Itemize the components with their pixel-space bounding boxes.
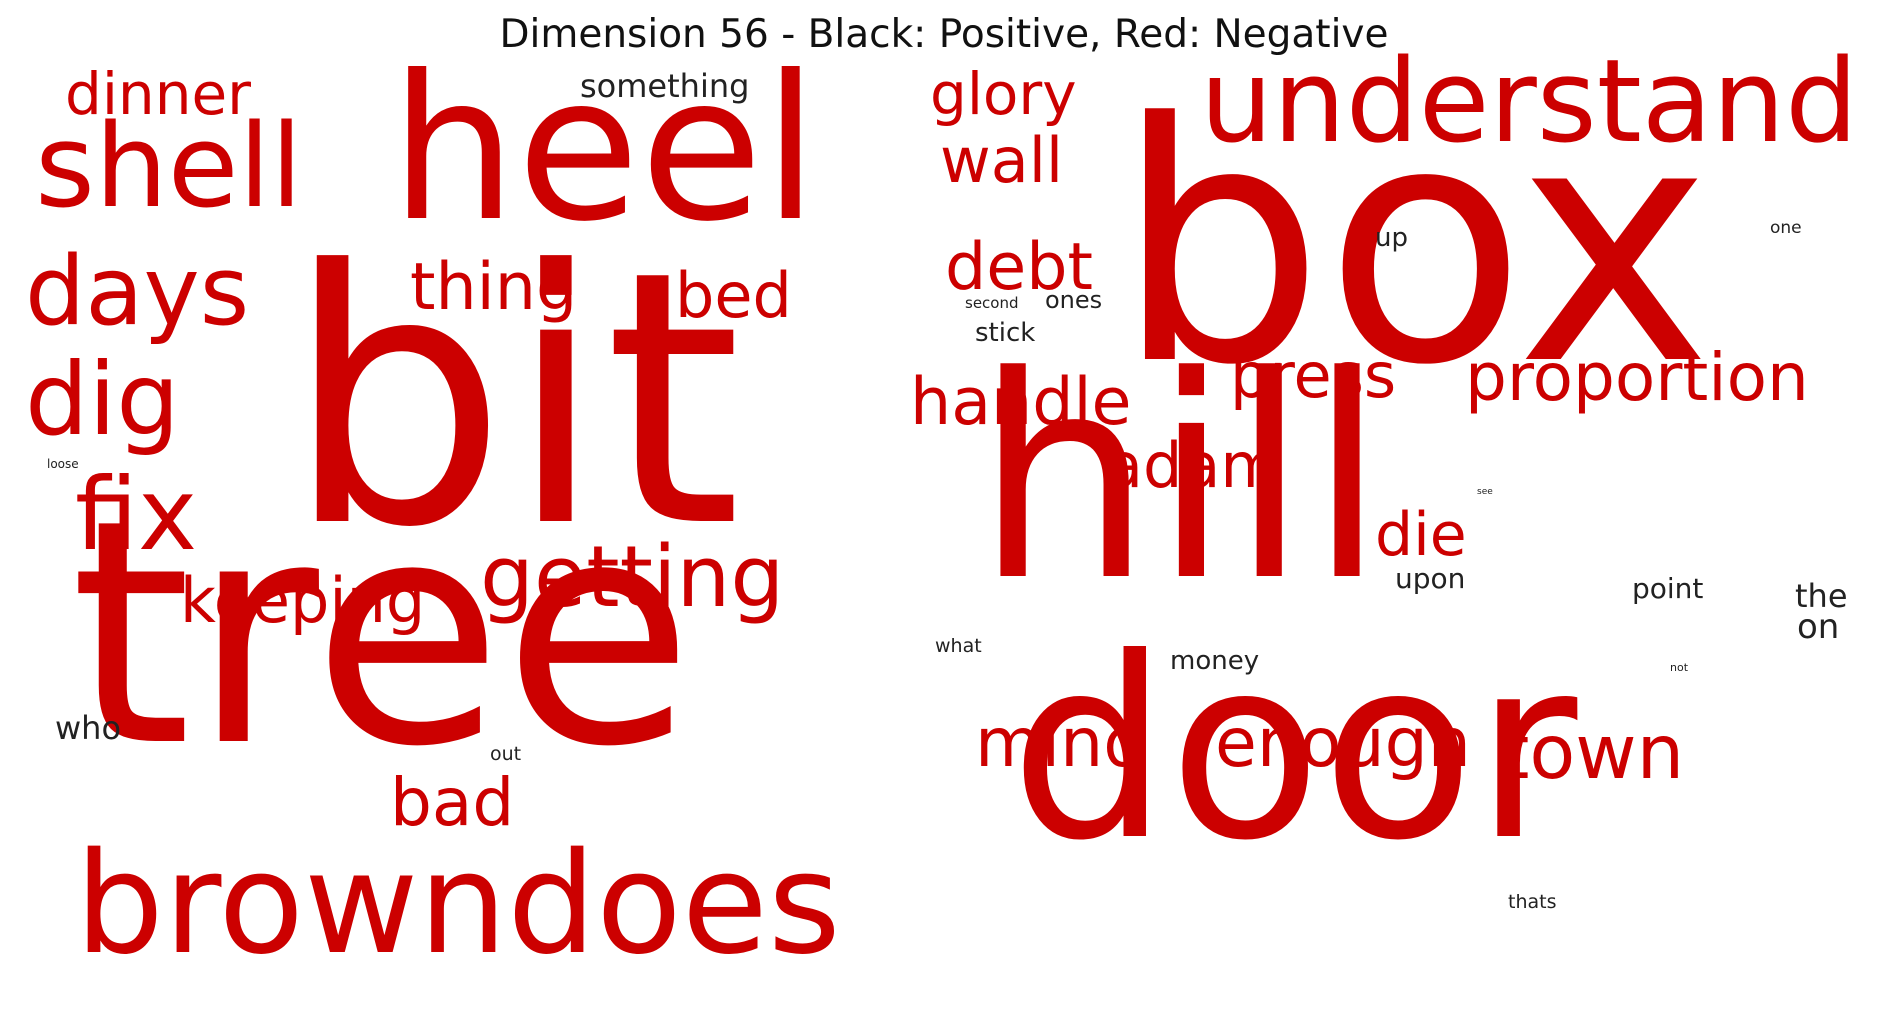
- word-glory: glory: [930, 60, 1077, 128]
- word-tree: tree: [70, 454, 694, 815]
- word-town: town: [1500, 708, 1685, 796]
- word-keeping: keeping: [180, 564, 426, 637]
- word-stick: stick: [975, 318, 1036, 348]
- word-out: out: [490, 743, 522, 765]
- word-money: money: [1170, 646, 1260, 676]
- word-the: the: [1795, 577, 1848, 615]
- word-bit: bit: [285, 196, 742, 604]
- word-thing: thing: [410, 250, 578, 325]
- word-dig: dig: [25, 341, 180, 458]
- word-browndoes: browndoes: [75, 823, 841, 986]
- word-second: second: [965, 294, 1019, 312]
- word-loose: loose: [47, 457, 79, 471]
- word-adam: adam: [1105, 429, 1281, 502]
- word-hill: hill: [975, 317, 1386, 643]
- word-wall: wall: [940, 124, 1064, 197]
- word-understand: understand: [1200, 35, 1859, 169]
- word-shell: shell: [35, 100, 303, 234]
- word-getting: getting: [480, 528, 785, 627]
- word-what: what: [935, 635, 982, 657]
- word-box: box: [1115, 53, 1712, 437]
- word-days: days: [25, 237, 250, 347]
- word-die: die: [1375, 500, 1467, 570]
- word-handle: handle: [910, 365, 1132, 440]
- word-up: up: [1375, 223, 1408, 253]
- word-who: who: [55, 709, 122, 747]
- word-mind: mind: [975, 704, 1147, 783]
- word-door: door: [1010, 604, 1578, 895]
- word-on: on: [1797, 607, 1840, 647]
- word-enough: enough: [1215, 704, 1471, 783]
- word-not: not: [1670, 661, 1689, 674]
- word-ones: ones: [1045, 286, 1103, 314]
- word-fix: fix: [75, 456, 198, 573]
- word-one: one: [1770, 218, 1802, 238]
- word-upon: upon: [1395, 562, 1466, 595]
- word-proportion: proportion: [1465, 339, 1809, 416]
- word-debt: debt: [945, 230, 1093, 305]
- word-bad: bad: [390, 764, 515, 841]
- word-see: see: [1477, 487, 1493, 497]
- word-bed: bed: [675, 259, 792, 332]
- word-heel: heel: [390, 33, 819, 266]
- word-point: point: [1632, 572, 1704, 605]
- word-press: press: [1230, 339, 1397, 412]
- chart-title: Dimension 56 - Black: Positive, Red: Neg…: [499, 12, 1389, 57]
- word-thats: thats: [1508, 891, 1557, 913]
- word-something: something: [580, 67, 750, 105]
- word-dinner: dinner: [65, 60, 251, 128]
